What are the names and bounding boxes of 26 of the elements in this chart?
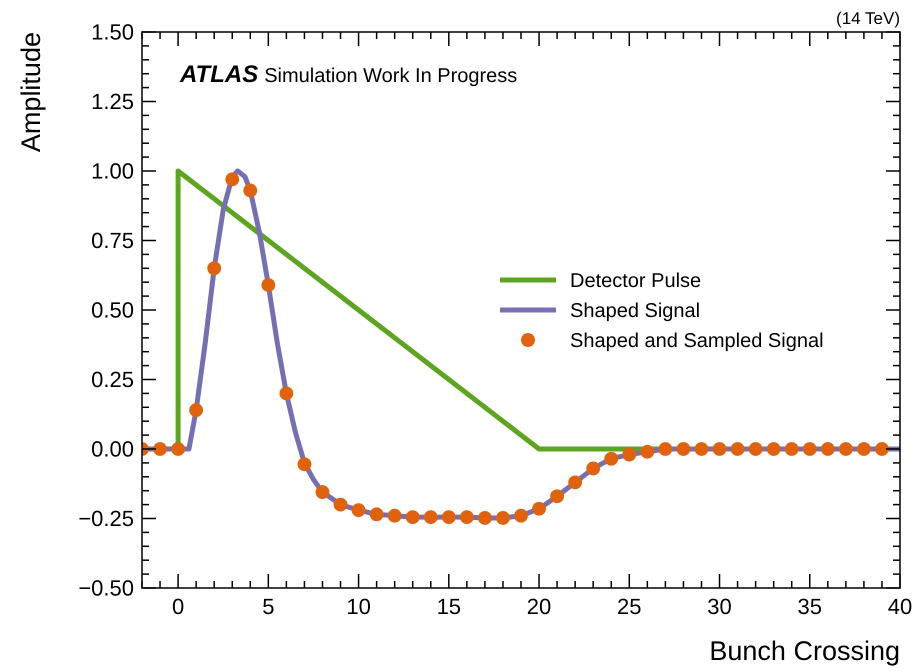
y-tick-label: 0.50	[91, 298, 134, 323]
x-tick-label: 15	[436, 594, 462, 619]
annotation: ATLAS	[180, 61, 258, 88]
y-tick-label: 0.25	[91, 367, 134, 392]
x-tick-label: 10	[346, 594, 371, 619]
y-tick-label: −0.25	[78, 506, 134, 532]
x-tick-label: 40	[888, 594, 912, 619]
y-tick-label: 0.00	[91, 436, 134, 462]
y-tick-label: 1.50	[91, 20, 134, 45]
y-tick-label: −0.50	[78, 576, 134, 601]
legend-label: Detector Pulse	[570, 270, 702, 292]
y-axis-title: Amplitude	[16, 32, 46, 152]
x-tick-label: 25	[617, 594, 642, 619]
x-tick-label: 20	[526, 594, 552, 619]
x-tick-label: 0	[172, 594, 184, 619]
x-tick-label: 5	[262, 594, 274, 619]
x-tick-label: 35	[798, 594, 822, 619]
legend-label: Shaped and Sampled Signal	[570, 330, 824, 352]
text: (14 TeV)	[836, 9, 900, 28]
x-axis-title: Bunch Crossing	[709, 636, 900, 666]
legend-label: Shaped Signal	[570, 300, 700, 322]
annotation: Simulation Work In Progress	[264, 65, 518, 87]
y-tick-label: 1.25	[91, 89, 134, 114]
y-tick-label: 0.75	[91, 228, 134, 254]
x-tick-label: 30	[707, 594, 732, 619]
y-tick-label: 1.00	[91, 158, 134, 184]
